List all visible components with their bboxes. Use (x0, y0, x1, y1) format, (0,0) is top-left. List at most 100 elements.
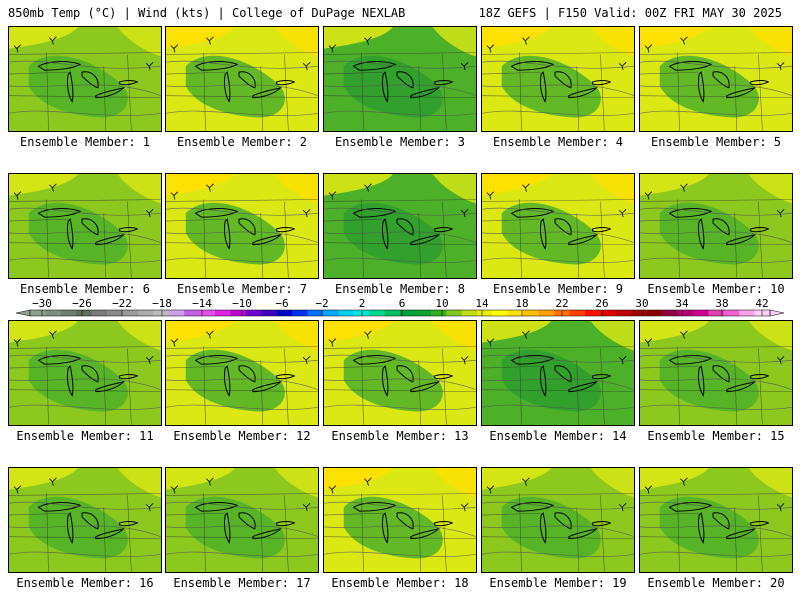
cool-air-region (28, 202, 128, 265)
great-lake-outline (750, 226, 770, 233)
warm-air-region (274, 321, 318, 351)
temperature-colorbar: −30 −26 −22 −18 −14 −10 −6 −2 2 6 10 14 18 22 26 30 34 38… (0, 298, 800, 322)
isotherm-contour (324, 110, 476, 116)
ensemble-member-label: Ensemble Member: 13 (331, 429, 469, 443)
political-border (9, 512, 69, 516)
map-svg (640, 321, 792, 425)
cool-air-region (659, 202, 759, 265)
political-border (482, 199, 634, 202)
political-border (9, 218, 69, 222)
map-svg (324, 468, 476, 572)
isotherm-contour (324, 60, 476, 69)
map-svg (482, 321, 634, 425)
great-lake-outline (252, 380, 283, 393)
wind-barb (644, 44, 653, 53)
political-border (758, 495, 763, 572)
warm-air-region (640, 321, 710, 343)
colorbar-segment (184, 310, 200, 316)
political-border (203, 493, 206, 572)
political-border (482, 512, 542, 516)
wind-barb (364, 477, 372, 486)
political-border (758, 54, 763, 131)
political-border (640, 95, 792, 98)
great-lake-outline (396, 71, 414, 89)
wind-barb (776, 356, 785, 365)
political-border (361, 493, 364, 572)
colorbar-tick-label: 14 (475, 298, 489, 310)
great-lake-outline (81, 71, 99, 89)
warm-air-region (590, 468, 634, 498)
political-border (361, 52, 364, 131)
colorbar-tick-label: 6 (399, 298, 406, 310)
colorbar-segment (307, 310, 324, 316)
colorbar-segment (677, 310, 694, 316)
isotherm-contour (482, 207, 634, 216)
isotherm-contour (324, 404, 476, 410)
cool-air-region (501, 55, 601, 118)
chart-title: 850mb Temp (°C) | Wind (kts) | College o… (8, 6, 406, 20)
isotherm-contour (640, 404, 792, 410)
great-lake-outline (81, 218, 99, 236)
wind-barb (170, 44, 179, 53)
political-border (640, 199, 792, 202)
political-border (442, 495, 447, 572)
isotherm-contour (482, 501, 634, 510)
political-border (9, 95, 161, 98)
political-border (482, 365, 542, 369)
colorbar-segment (153, 310, 170, 316)
great-lake-outline (276, 520, 296, 527)
colorbar-segment (492, 310, 509, 316)
warm-air-region (117, 321, 161, 351)
great-lake-outline (568, 380, 599, 393)
cool-air-region (343, 349, 443, 412)
isotherm-contour (482, 378, 634, 391)
wind-barb (460, 356, 469, 365)
colorbar-segment (245, 310, 262, 316)
political-border (758, 201, 763, 278)
great-lake-outline (81, 512, 99, 530)
colorbar-segment (600, 310, 617, 316)
isotherm-contour (166, 231, 318, 244)
great-lake-outline (539, 218, 547, 250)
colorbar-left-arrow (15, 309, 31, 317)
isotherm-contour (166, 501, 318, 510)
cool-air-region (28, 349, 128, 412)
political-border (9, 346, 161, 349)
great-lake-outline (434, 79, 454, 86)
colorbar-segment (45, 310, 62, 316)
great-lake-outline (238, 71, 256, 89)
political-border (640, 365, 700, 369)
great-lake-outline (539, 365, 547, 397)
isotherm-contour (482, 404, 634, 410)
colorbar-tick-label: 18 (515, 298, 528, 310)
colorbar-segment (631, 310, 647, 316)
colorbar-segment (708, 310, 725, 316)
political-border (166, 71, 226, 75)
political-border (519, 493, 522, 572)
colorbar-segment (338, 310, 355, 316)
map-svg (324, 174, 476, 278)
wind-barb (206, 330, 214, 339)
warm-air-region (432, 321, 476, 351)
great-lake-outline (119, 373, 139, 380)
political-border (640, 52, 792, 55)
wind-barb (486, 44, 495, 53)
colorbar-tick-label: 30 (635, 298, 648, 310)
cool-air-region (185, 202, 285, 265)
warm-air-region (324, 468, 394, 490)
colorbar-svg: −30 −26 −22 −18 −14 −10 −6 −2 2 6 10 14 18 22 26 30 34 38… (15, 298, 785, 317)
great-lake-outline (410, 233, 441, 246)
great-lake-outline (712, 218, 730, 236)
cool-air-region (343, 496, 443, 559)
colorbar-tick-label: −30 (32, 298, 52, 310)
map-svg (482, 174, 634, 278)
warm-air-region (432, 174, 476, 204)
great-lake-outline (592, 79, 612, 86)
isotherm-contour (324, 207, 476, 216)
great-lake-outline (276, 226, 296, 233)
wind-barb (302, 503, 311, 512)
political-border (442, 201, 447, 278)
cool-air-region (185, 55, 285, 118)
political-border (46, 493, 49, 572)
great-lake-outline (381, 512, 389, 544)
